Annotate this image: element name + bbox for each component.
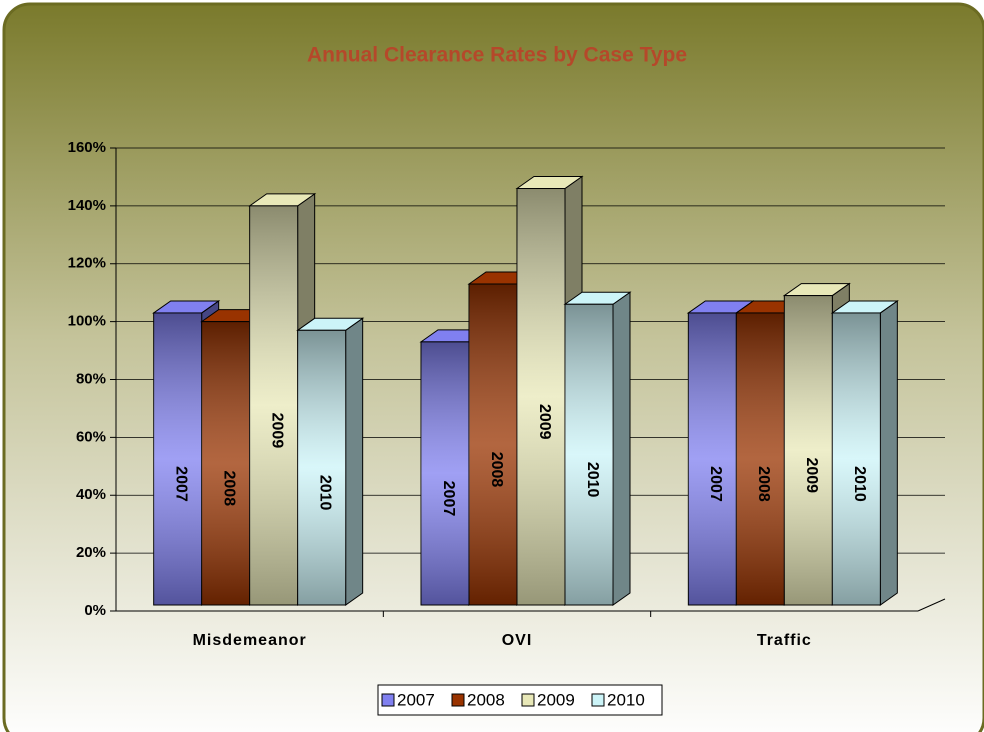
bar-side-shade bbox=[345, 318, 363, 605]
y-tick-label: 100% bbox=[68, 313, 106, 330]
bar-label: 2010 bbox=[584, 462, 601, 498]
bar-shade bbox=[153, 312, 202, 605]
bar-shade bbox=[784, 295, 833, 605]
legend-swatch bbox=[591, 693, 605, 707]
bar-shade bbox=[297, 330, 346, 605]
bar-label: 2008 bbox=[220, 471, 237, 507]
bar-label: 2008 bbox=[755, 466, 772, 502]
chart-title: Annual Clearance Rates by Case Type bbox=[307, 44, 687, 67]
legend-swatch bbox=[451, 693, 465, 707]
x-tick-label: Misdemeanor bbox=[193, 632, 307, 649]
y-tick-label: 80% bbox=[76, 370, 106, 387]
y-tick-label: 140% bbox=[68, 197, 106, 214]
legend-label: 2007 bbox=[397, 690, 435, 709]
bar-side-shade bbox=[880, 300, 898, 605]
legend-box bbox=[377, 684, 663, 716]
bar-label: 2009 bbox=[803, 457, 820, 493]
y-tick-label: 20% bbox=[76, 544, 106, 561]
y-tick-label: 120% bbox=[68, 255, 106, 272]
y-tick-label: 60% bbox=[76, 428, 106, 445]
bar-shade bbox=[469, 284, 517, 605]
bar-label: 2007 bbox=[172, 466, 189, 502]
bar-shade bbox=[736, 312, 785, 605]
legend-label: 2008 bbox=[467, 690, 505, 709]
bar-side-shade bbox=[613, 292, 630, 605]
floor-edge bbox=[917, 598, 946, 612]
bar-label: 2009 bbox=[268, 413, 285, 449]
y-tick-label: 0% bbox=[84, 602, 106, 619]
bar-label: 2007 bbox=[440, 481, 457, 517]
bar-label: 2007 bbox=[707, 466, 724, 502]
bar-shade bbox=[517, 188, 565, 605]
y-tick-label: 40% bbox=[76, 486, 106, 503]
y-tick-label: 160% bbox=[68, 139, 106, 156]
bar-shade bbox=[832, 312, 881, 605]
bar-label: 2010 bbox=[316, 475, 333, 511]
x-tick-label: OVI bbox=[502, 632, 533, 649]
bar-label: 2009 bbox=[536, 404, 553, 440]
bar-label: 2010 bbox=[851, 466, 868, 502]
legend-label: 2010 bbox=[607, 690, 645, 709]
bar-shade bbox=[201, 321, 250, 605]
bar-shade bbox=[249, 205, 298, 605]
bar-shade bbox=[688, 312, 737, 605]
bar-shade bbox=[565, 304, 613, 605]
x-tick-label: Traffic bbox=[757, 632, 812, 649]
bar-label: 2008 bbox=[488, 452, 505, 488]
legend-swatch bbox=[521, 693, 535, 707]
bar-shade bbox=[421, 341, 469, 605]
legend-swatch bbox=[381, 693, 395, 707]
legend-label: 2009 bbox=[537, 690, 575, 709]
